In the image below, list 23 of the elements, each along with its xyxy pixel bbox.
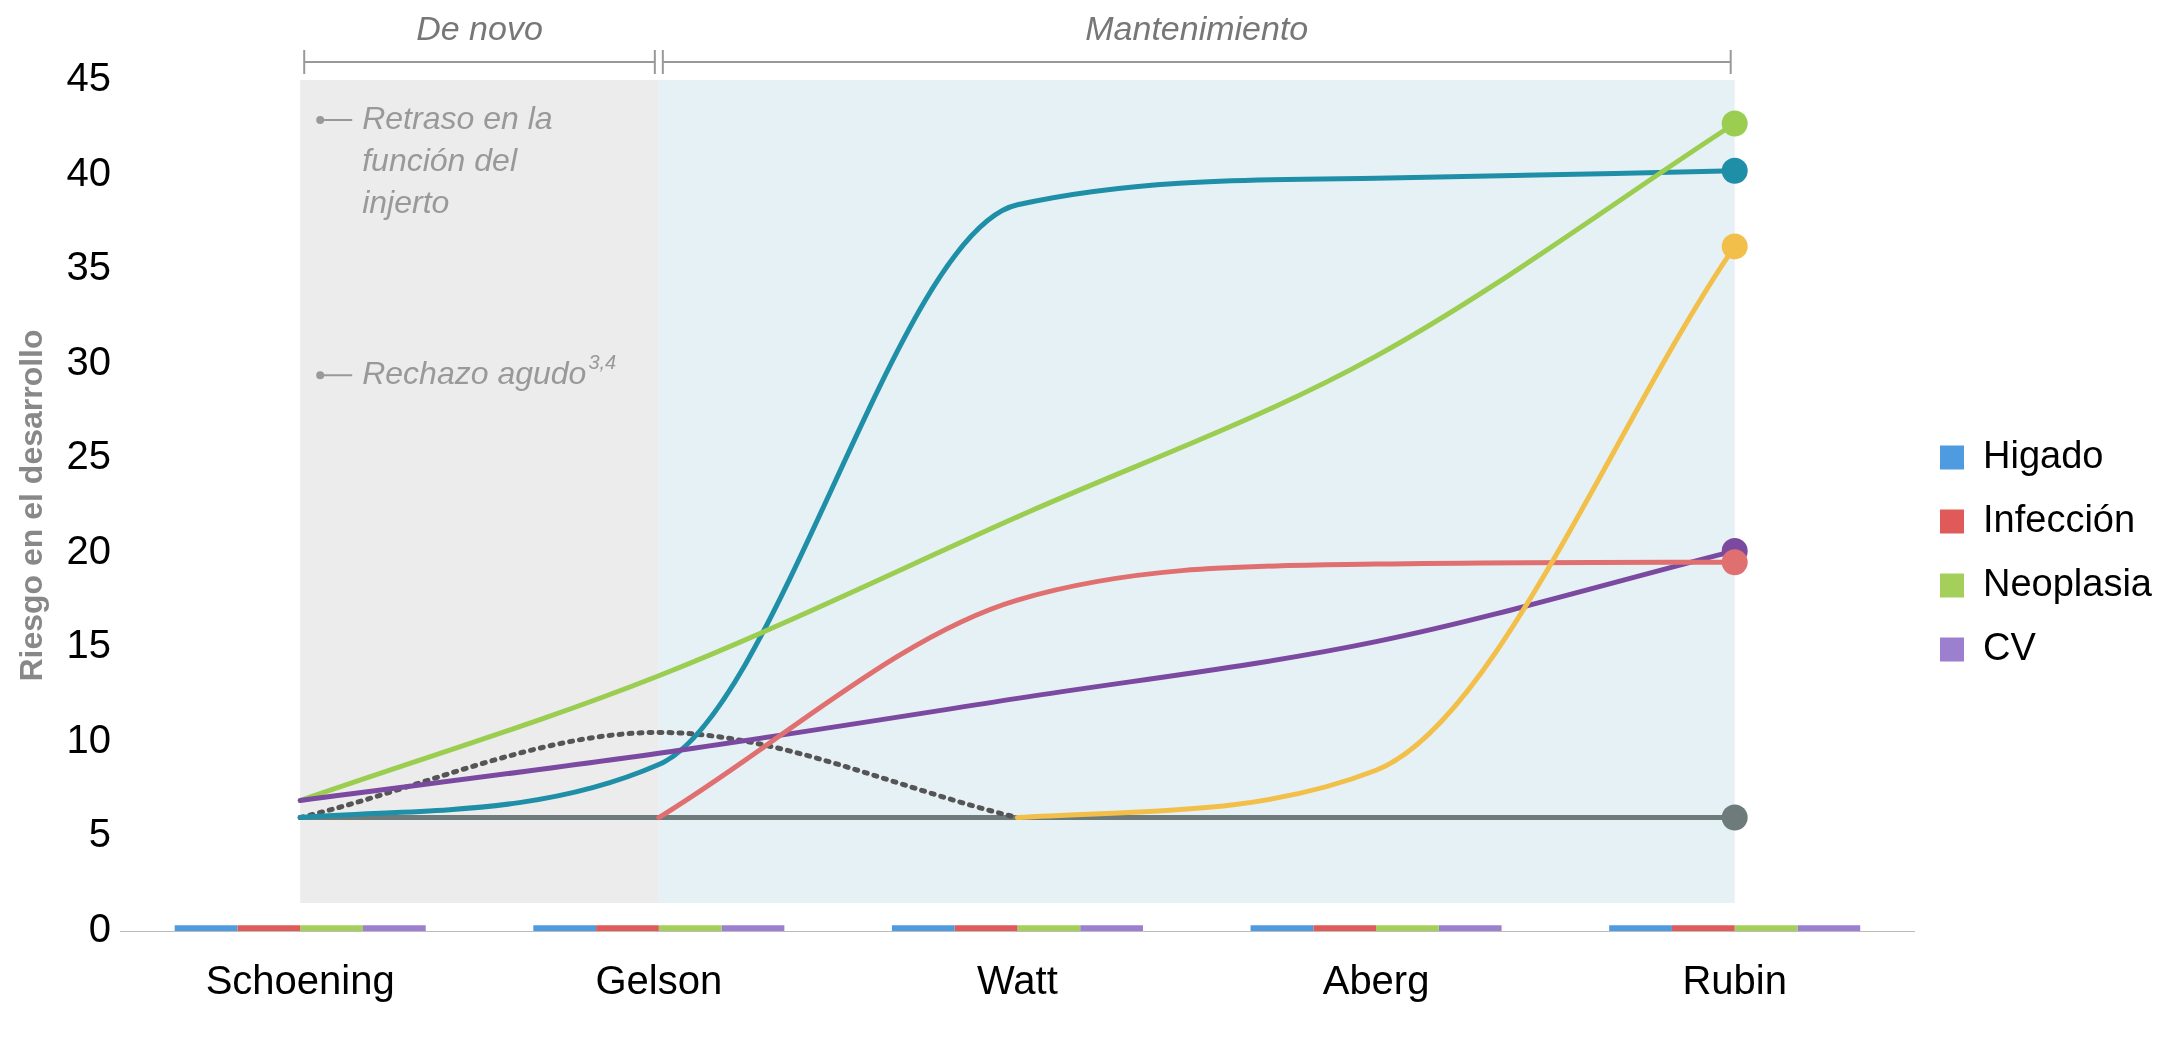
- y-tick-label: 15: [66, 622, 111, 667]
- legend-label: CV: [1983, 625, 2037, 668]
- y-tick-label: 45: [66, 55, 111, 100]
- y-tick-label: 40: [66, 149, 111, 194]
- band-label: De novo: [416, 9, 543, 48]
- legend-label: Higado: [1983, 433, 2104, 476]
- x-tick-label: Aberg: [1322, 958, 1430, 1003]
- y-tick-label: 35: [66, 244, 111, 289]
- y-tick-label: 30: [66, 338, 111, 383]
- x-tick-label: Gelson: [595, 958, 723, 1003]
- x-tick-label: Watt: [977, 958, 1058, 1003]
- y-tick-label: 25: [66, 433, 111, 478]
- y-tick-label: 5: [88, 811, 111, 856]
- y-tick-label: 0: [88, 906, 111, 951]
- legend-label: Infección: [1983, 497, 2136, 540]
- annotation: Retraso en la función del injerto: [362, 99, 553, 220]
- x-tick-label: Schoening: [205, 958, 395, 1003]
- legend-label: Neoplasia: [1983, 561, 2153, 604]
- x-tick-label: Rubin: [1682, 958, 1787, 1003]
- y-tick-label: 20: [66, 527, 111, 572]
- y-axis-title: Riesgo en el desarrollo: [13, 329, 50, 682]
- y-tick-label: 10: [66, 716, 111, 761]
- band-label: Mantenimiento: [1085, 9, 1309, 48]
